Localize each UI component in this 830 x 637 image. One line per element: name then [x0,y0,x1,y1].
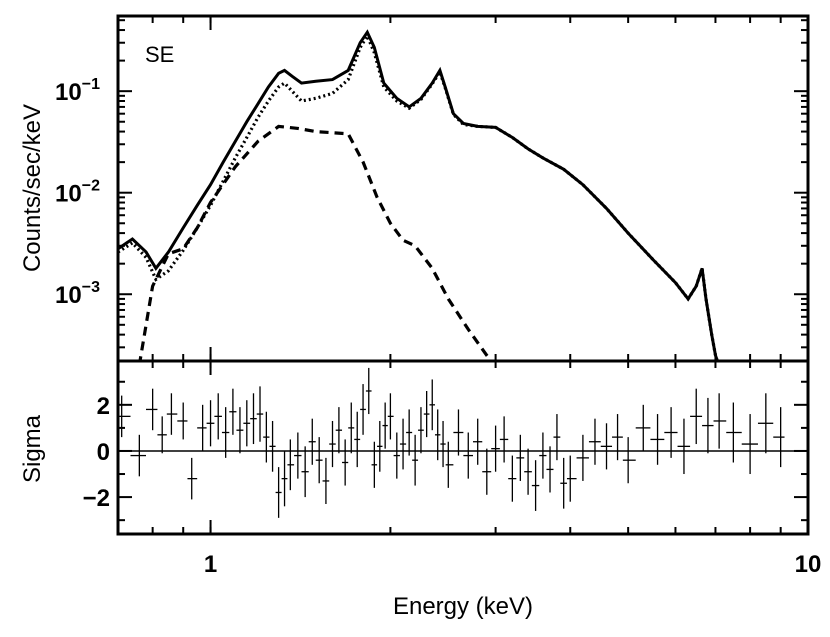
residual-point [294,432,302,479]
residual-point [531,460,540,511]
residual-point [757,393,774,454]
y-tick-label: 10−2 [55,178,100,208]
residual-point [221,407,230,458]
residual-point [187,457,198,500]
residual-point [301,446,309,498]
y-axis-title-spectrum: Counts/sec/keV [19,104,46,272]
residual-point [445,441,454,488]
residual-point [499,416,509,463]
residual-point [434,409,441,461]
residual-point [342,439,349,486]
residual-point [387,393,394,440]
residual-point [275,467,282,518]
residual-point [690,388,703,445]
residual-point [463,432,473,479]
residual-point [588,418,601,465]
residual-point [482,448,492,495]
y-tick-label: 0 [97,439,110,466]
x-tick-label: 10 [795,551,822,578]
residual-point [524,448,532,495]
y-tick-label: 10−1 [55,76,100,106]
residual-point [329,420,336,468]
residual-point [348,402,355,454]
residual-point [600,423,613,470]
spectrum-panel: 10−1 10−2 10−3 SE Counts/sec/keV [19,14,810,363]
residual-point [166,393,178,435]
residual-point [491,425,500,472]
residual-point [546,446,554,493]
residual-point [281,450,288,507]
residual-point [726,402,742,463]
residual-point [377,420,383,472]
residual-point [365,367,372,415]
residual-point [382,402,388,449]
residual-point [566,455,577,502]
residuals-plot-frame [116,359,810,536]
residual-point [622,437,636,484]
residual-point [130,434,146,477]
model-curve-dashed [138,124,494,361]
residual-point [440,420,446,468]
residual-point [713,393,727,449]
residuals-panel: 1 10 2 0 −2 Sigma [19,359,822,578]
residual-point [214,393,222,440]
residual-point [145,388,158,431]
residual-point [354,411,361,468]
y-tick-label: 10−3 [55,279,100,309]
residual-point [243,400,251,447]
residual-point [315,437,323,484]
residual-point [406,409,413,456]
residual-point [177,402,188,440]
y-tick-label: 2 [97,393,110,420]
y-axis-title-residuals: Sigma [19,414,46,483]
residual-point [741,414,758,475]
residual-point [560,457,567,509]
residual-point [576,434,589,481]
residual-point [516,434,525,481]
residual-point [229,388,237,435]
residual-point [263,411,270,463]
x-tick-label: 1 [204,551,217,578]
residual-point [206,400,215,447]
residual-point [553,414,561,461]
residual-point [472,418,483,465]
residual-point [399,418,407,470]
residual-point [650,414,665,465]
residual-point [773,407,785,468]
residual-point [256,386,264,442]
residual-point [508,455,517,502]
residual-point [429,379,435,431]
residual-point [702,397,714,454]
residual-point [393,432,400,479]
residual-point [453,409,464,456]
residual-point [612,414,623,461]
residual-point [539,432,547,479]
residual-point [118,395,131,438]
residual-point [287,439,295,491]
residual-point [308,418,316,465]
residual-point [236,407,244,454]
residual-point [360,384,366,435]
y-tick-label: −2 [83,485,110,512]
model-curve-dotted [118,32,719,361]
residual-point [322,457,330,505]
residual-point [371,441,378,488]
residual-point [677,418,691,475]
residual-point [635,404,651,451]
x-axis-title: Energy (keV) [393,593,533,620]
residual-point [197,404,207,451]
residual-point [418,407,424,454]
residual-point [335,407,343,454]
residual-point [269,420,276,472]
residual-point [250,393,257,445]
residual-point [664,407,678,458]
residual-point [412,434,419,486]
residual-point [157,416,167,454]
panel-annotation: SE [145,42,174,67]
residual-point [423,390,430,438]
